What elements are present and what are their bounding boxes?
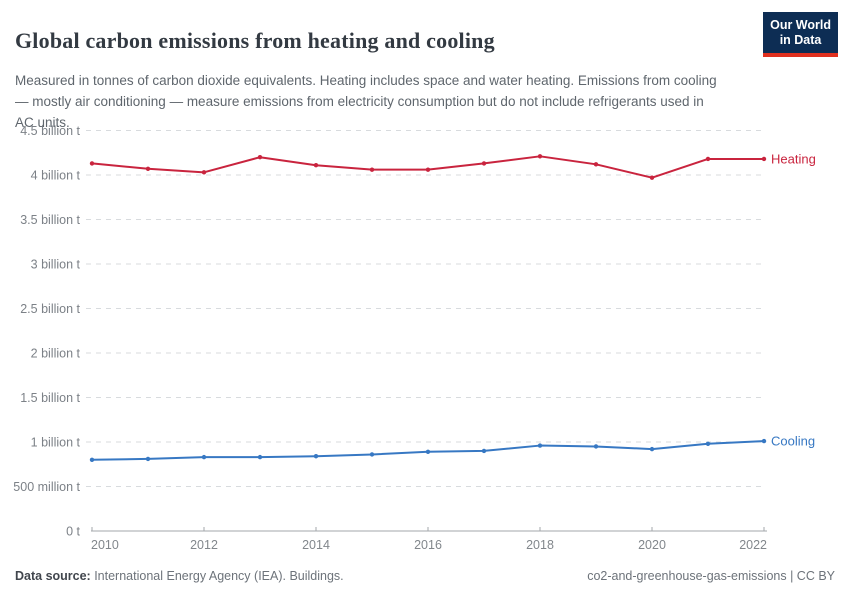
cooling-point-2012 [201, 454, 207, 460]
heating-point-2010 [89, 161, 95, 166]
x-tick-label: 2014 [302, 538, 330, 552]
y-tick-label: 1 billion t [31, 436, 81, 450]
heating-point-2021 [705, 156, 711, 162]
y-tick-label: 2.5 billion t [20, 302, 80, 316]
x-tick-label: 2016 [414, 538, 442, 552]
series-label-heating[interactable]: Heating [771, 151, 816, 167]
y-tick-label: 4.5 billion t [20, 124, 80, 138]
cooling-point-2019 [593, 444, 599, 449]
page-title: Global carbon emissions from heating and… [15, 27, 495, 53]
x-tick-label: 2010 [91, 538, 119, 552]
x-tick-label: 2012 [190, 538, 218, 552]
cooling-point-2010 [89, 457, 95, 462]
cooling-point-2016 [425, 449, 431, 454]
x-tick-label: 2020 [638, 538, 666, 552]
owid-logo[interactable]: Our World in Data [763, 12, 838, 57]
cooling-point-2022 [761, 438, 767, 444]
y-tick-label: 3 billion t [31, 258, 81, 272]
heating-point-2017 [481, 161, 487, 166]
heating-point-2020 [649, 175, 655, 180]
x-tick-label: 2018 [526, 538, 554, 552]
y-tick-label: 0 t [66, 525, 80, 539]
cooling-point-2017 [481, 448, 487, 454]
y-tick-label: 500 million t [13, 480, 80, 494]
y-tick-label: 2 billion t [31, 347, 81, 361]
cooling-point-2018 [537, 443, 543, 448]
owid-logo-line2: in Data [779, 33, 822, 47]
cooling-point-2015 [369, 452, 375, 457]
y-tick-label: 1.5 billion t [20, 391, 80, 405]
owid-logo-line1: Our World [770, 18, 831, 32]
cooling-point-2014 [313, 454, 319, 459]
y-tick-label: 4 billion t [31, 169, 81, 183]
heating-point-2018 [537, 154, 543, 159]
heating-point-2012 [201, 170, 207, 175]
data-source: Data source: International Energy Agency… [15, 569, 344, 583]
heating-point-2016 [425, 167, 431, 172]
heating-point-2022 [761, 156, 767, 162]
heating-point-2013 [257, 155, 263, 160]
cooling-point-2013 [257, 454, 263, 460]
heating-point-2019 [593, 162, 599, 167]
cooling-point-2020 [649, 446, 655, 452]
footer-slug-license: co2-and-greenhouse-gas-emissions | CC BY [587, 569, 835, 583]
cooling-point-2021 [705, 441, 711, 446]
heating-point-2015 [369, 167, 375, 172]
data-source-value: International Energy Agency (IEA). Build… [90, 569, 344, 583]
series-label-cooling[interactable]: Cooling [771, 433, 816, 449]
heating-point-2014 [313, 163, 319, 168]
data-source-label: Data source: [15, 569, 91, 583]
heating-point-2011 [145, 166, 151, 171]
y-tick-label: 3.5 billion t [20, 213, 80, 227]
chart-subtitle: Measured in tonnes of carbon dioxide equ… [15, 72, 717, 130]
cooling-point-2011 [145, 456, 151, 462]
heating-line [91, 155, 765, 179]
x-tick-label: 2022 [739, 538, 767, 552]
